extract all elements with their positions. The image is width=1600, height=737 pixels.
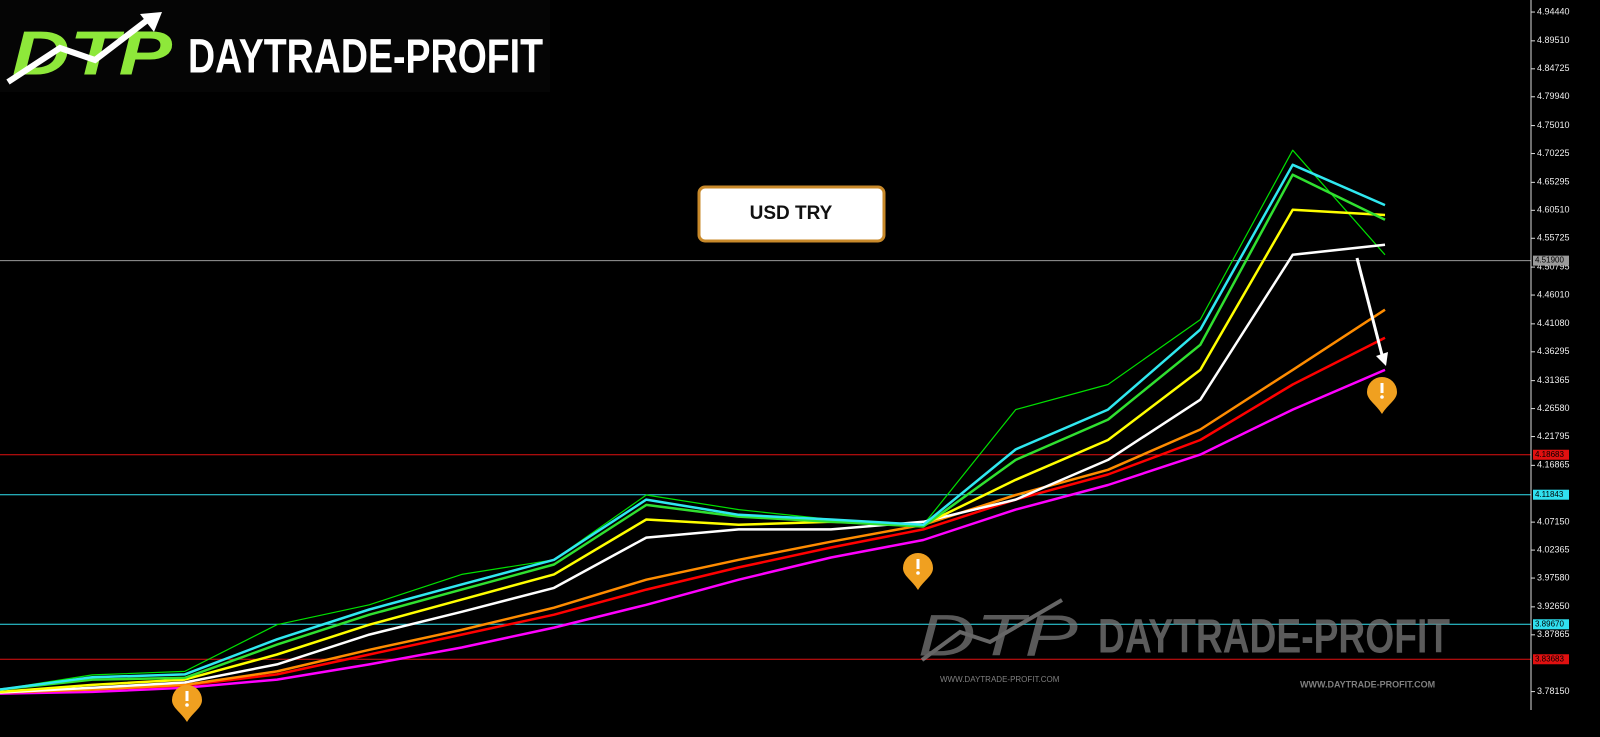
level-label-box (1533, 255, 1569, 266)
level-label-box (1533, 654, 1569, 665)
y-tick-label: 4.46010 (1537, 289, 1570, 299)
trend-arrow (1355, 257, 1388, 366)
logo-box (0, 0, 550, 92)
chart-title: USD TRY (750, 203, 833, 224)
y-tick-label: 4.02365 (1537, 544, 1570, 554)
series-line (0, 336, 1386, 694)
level-label-box (1533, 489, 1569, 500)
y-tick-label: 4.36295 (1537, 346, 1570, 356)
y-tick-label: 4.16865 (1537, 460, 1570, 470)
watermark-arrow (920, 598, 1064, 662)
logo-mark: DTP (12, 19, 173, 88)
y-tick-label: 4.70225 (1537, 148, 1570, 158)
y-tick-label: 4.31365 (1537, 375, 1570, 385)
y-tick-label: 3.92650 (1537, 601, 1570, 611)
logo-arrow-head (140, 12, 162, 32)
logo-arrow (6, 15, 152, 85)
y-tick-label: 4.89510 (1537, 35, 1570, 45)
y-tick-label: 4.84725 (1537, 63, 1570, 73)
level-label: 4.51900 (1535, 256, 1564, 265)
title-frame (697, 185, 886, 243)
alert-pins (172, 377, 1397, 722)
level-label: 3.83683 (1535, 654, 1564, 663)
y-tick-label: 4.21795 (1537, 431, 1570, 441)
watermark-text: DAYTRADE-PROFIT (1098, 611, 1450, 664)
y-tick-label: 4.07150 (1537, 517, 1570, 527)
watermark: DTP DAYTRADE-PROFIT WWW.DAYTRADE-PROFIT.… (918, 598, 1450, 689)
y-tick-label: 4.55725 (1537, 233, 1570, 243)
y-tick-label: 3.87865 (1537, 629, 1570, 639)
plot-area (0, 149, 1531, 695)
y-tick-label: 4.50795 (1537, 261, 1570, 271)
series-line (0, 173, 1386, 691)
y-tick-label: 4.94440 (1537, 6, 1570, 16)
series-line (0, 368, 1386, 695)
y-tick-label: 4.79940 (1537, 91, 1570, 101)
y-tick-label: 4.60510 (1537, 205, 1570, 215)
alert-pin (1367, 377, 1397, 414)
level-label: 3.89670 (1535, 619, 1564, 628)
series-line (0, 208, 1386, 694)
y-tick-label: 3.78150 (1537, 686, 1570, 696)
y-tick-label: 3.97580 (1537, 572, 1570, 582)
logo: DTP DAYTRADE-PROFIT (0, 0, 550, 92)
title-box: USD TRY (697, 185, 886, 243)
alert-pin (172, 685, 202, 722)
y-tick-label: 4.26580 (1537, 403, 1570, 413)
level-label: 4.18683 (1535, 450, 1564, 459)
y-tick-label: 4.65295 (1537, 177, 1570, 187)
series-line (0, 149, 1386, 691)
series-line (0, 308, 1386, 694)
series-line (0, 163, 1386, 691)
y-tick-label: 4.75010 (1537, 120, 1570, 130)
level-label-box (1533, 619, 1569, 630)
watermark-url: WWW.DAYTRADE-PROFIT.COM (1300, 679, 1435, 689)
logo-text: DAYTRADE-PROFIT (188, 31, 543, 84)
y-tick-label: 4.41080 (1537, 318, 1570, 328)
alert-pin (903, 553, 933, 590)
level-label: 4.11843 (1535, 490, 1564, 499)
series-line (0, 243, 1386, 694)
watermark-url: WWW.DAYTRADE-PROFIT.COM (940, 675, 1060, 684)
level-label-box (1533, 449, 1569, 460)
